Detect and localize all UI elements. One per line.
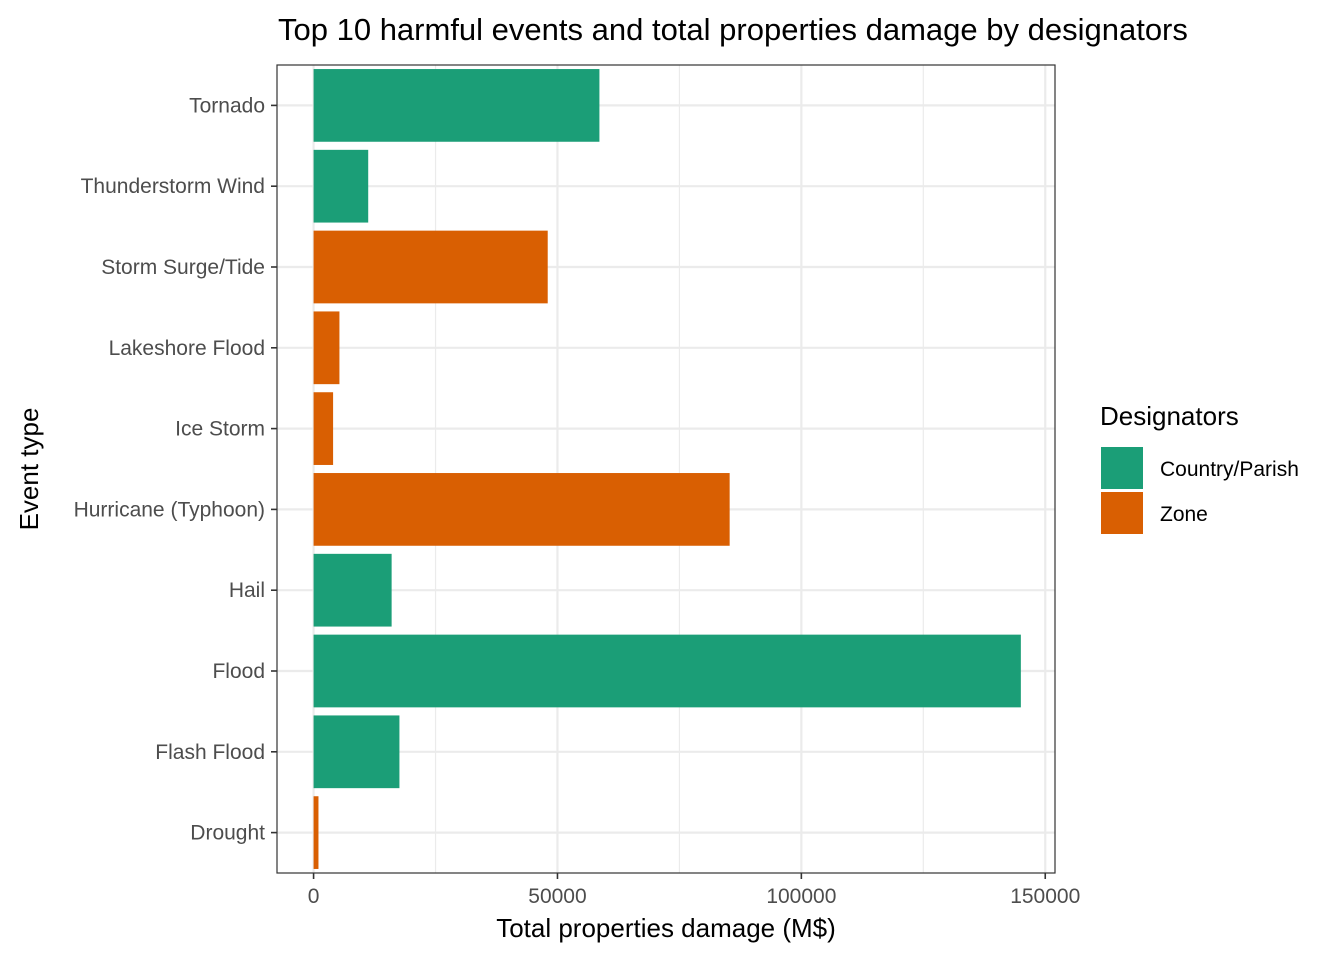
bar-hail bbox=[313, 553, 392, 627]
x-tick-label: 50000 bbox=[528, 885, 586, 908]
x-tick-label: 100000 bbox=[766, 885, 836, 908]
bar-flash-flood bbox=[313, 715, 400, 789]
y-axis-title: Event type bbox=[14, 408, 44, 531]
y-tick-label: Hail bbox=[229, 579, 265, 602]
y-tick-label: Tornado bbox=[189, 94, 265, 117]
plot-area bbox=[276, 64, 1056, 874]
y-tick-label: Flood bbox=[212, 660, 265, 683]
plot-background bbox=[277, 65, 1055, 873]
y-tick-label: Drought bbox=[190, 822, 265, 845]
x-axis: 0 50000 100000 150000 bbox=[308, 873, 1080, 908]
bar-hurricane-typhoon bbox=[313, 473, 730, 546]
bar-thunderstorm-wind bbox=[313, 149, 369, 223]
x-tick-label: 150000 bbox=[1010, 885, 1080, 908]
y-tick-label: Storm Surge/Tide bbox=[101, 256, 265, 279]
chart-title: Top 10 harmful events and total properti… bbox=[278, 12, 1188, 47]
y-tick-label: Lakeshore Flood bbox=[109, 337, 265, 360]
bars bbox=[313, 69, 1021, 869]
legend-swatch bbox=[1101, 447, 1143, 489]
y-tick-label: Hurricane (Typhoon) bbox=[74, 498, 265, 521]
y-tick-label: Ice Storm bbox=[175, 418, 265, 441]
bar-tornado bbox=[313, 69, 600, 142]
bar-storm-surge-tide bbox=[313, 230, 548, 304]
bar-lakeshore-flood bbox=[313, 311, 340, 385]
x-tick-label: 0 bbox=[308, 885, 320, 908]
legend-title: Designators bbox=[1100, 401, 1239, 431]
x-axis-title: Total properties damage (M$) bbox=[496, 913, 836, 943]
legend-label: Country/Parish bbox=[1160, 458, 1299, 481]
bar-ice-storm bbox=[313, 392, 334, 465]
bar-drought bbox=[313, 796, 319, 869]
bar-flood bbox=[313, 634, 1021, 708]
y-tick-label: Thunderstorm Wind bbox=[81, 175, 265, 198]
plot-border bbox=[276, 64, 1056, 874]
y-axis: Tornado Thunderstorm Wind Storm Surge/Tide… bbox=[74, 94, 277, 845]
y-tick-label: Flash Flood bbox=[155, 741, 265, 764]
legend: Designators Country/Parish Zone bbox=[1100, 401, 1299, 534]
legend-swatch bbox=[1101, 492, 1143, 534]
legend-label: Zone bbox=[1160, 503, 1208, 526]
